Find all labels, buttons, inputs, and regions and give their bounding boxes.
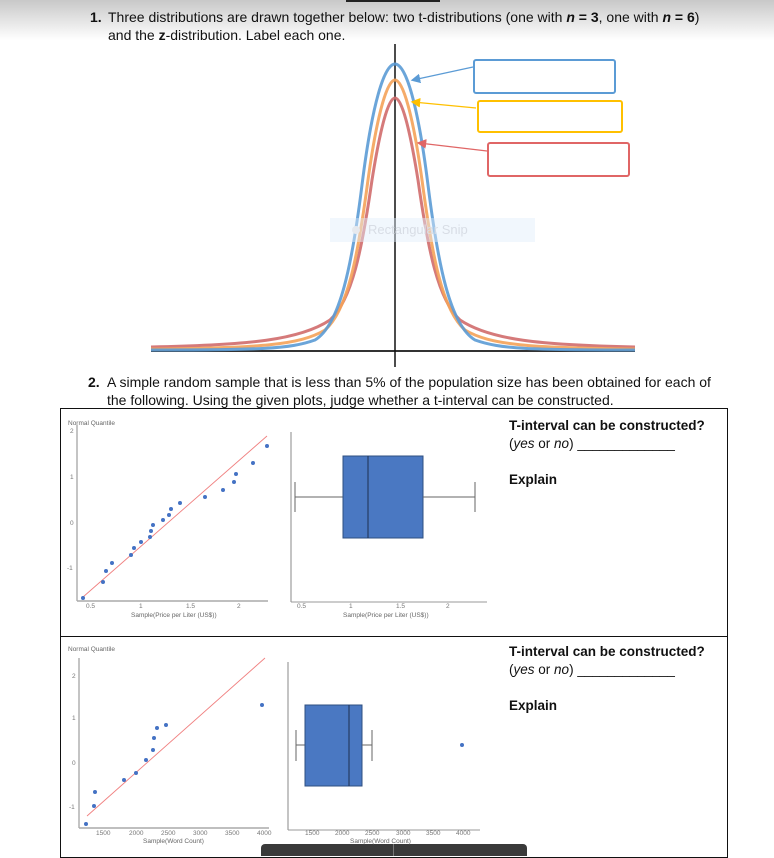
- qq-plot-2: [78, 657, 269, 829]
- box-plot-2: [287, 662, 480, 831]
- no-option: no: [554, 436, 570, 451]
- question-1-line1: Three distributions are drawn together b…: [108, 9, 567, 25]
- qq1-ytick: 0: [70, 520, 74, 527]
- qq2-ytick: 2: [72, 673, 76, 680]
- qq1-ytick: 2: [70, 428, 74, 435]
- question-2-line1: A simple random sample that is less than…: [107, 374, 711, 390]
- box2-xlabel: Sample(Word Count): [350, 838, 411, 845]
- question-1-number: 1.: [90, 9, 102, 25]
- z-symbol: z: [158, 27, 166, 43]
- paren-open: (: [509, 662, 514, 677]
- answer-blank[interactable]: _____________: [577, 436, 675, 451]
- box2-xtick: 3000: [396, 830, 411, 837]
- n-symbol: n: [566, 9, 575, 25]
- box-plot-1: [290, 432, 487, 603]
- yes-option: yes: [513, 662, 535, 677]
- question-1-line2-end: -distribution. Label each one.: [165, 27, 346, 43]
- row1-yes-no[interactable]: (yes or no) _____________: [509, 435, 724, 453]
- qq2-xtick: 4000: [257, 830, 272, 837]
- box1-xtick: 1: [349, 603, 353, 610]
- arrow-to-t3: [416, 139, 488, 152]
- row1-question: T-interval can be constructed?: [509, 418, 705, 433]
- or-text: or: [534, 662, 555, 677]
- question-1-mid: , one with: [598, 9, 663, 25]
- qq2-xlabel: Sample(Word Count): [143, 838, 204, 845]
- row1-explain-label: Explain: [509, 472, 558, 487]
- question-2-line2: the following. Using the given plots, ju…: [107, 392, 614, 408]
- snip-icon: [352, 226, 360, 234]
- t3-curve: [150, 96, 636, 349]
- row1-answer-area: T-interval can be constructed? (yes or n…: [509, 417, 724, 489]
- row2-question: T-interval can be constructed?: [509, 644, 705, 659]
- label-box-orange[interactable]: [477, 100, 623, 133]
- box2-xtick: 2500: [365, 830, 380, 837]
- window-top-shade: [0, 0, 774, 40]
- box2-xtick: 1500: [305, 830, 320, 837]
- qq2-xtick: 2500: [161, 830, 176, 837]
- or-text: or: [534, 436, 555, 451]
- box2-xtick: 4000: [456, 830, 471, 837]
- qq1-ylabel: Normal Quantile: [68, 420, 115, 427]
- qq1-xtick: 1.5: [186, 603, 196, 610]
- qq1-ytick: 1: [70, 474, 74, 481]
- box1-xlabel: Sample(Price per Liter (US$)): [343, 612, 429, 619]
- qq-plot-1: [76, 425, 269, 602]
- box1-xtick: 2: [446, 603, 450, 610]
- qq2-xtick: 3500: [225, 830, 240, 837]
- qq2-xtick: 1500: [96, 830, 111, 837]
- n-equals-6: = 6: [671, 9, 695, 25]
- row2-yes-no[interactable]: (yes or no) _____________: [509, 661, 724, 679]
- rectangular-snip-overlay: Rectangular Snip: [330, 218, 535, 242]
- question-2-number: 2.: [88, 374, 100, 390]
- question-1-paren: ): [694, 9, 700, 25]
- paren-open: (: [509, 436, 514, 451]
- paren-close: ): [569, 436, 574, 451]
- question-1-text: Three distributions are drawn together b…: [108, 8, 699, 44]
- no-option: no: [554, 662, 570, 677]
- toolbar-divider: [393, 844, 394, 856]
- n-equals-3: = 3: [574, 9, 599, 25]
- arrow-to-t6: [410, 97, 477, 109]
- table-row-divider: [60, 636, 728, 637]
- box2-xtick: 3500: [426, 830, 441, 837]
- qq2-xtick: 3000: [193, 830, 208, 837]
- paren-close: ): [569, 662, 574, 677]
- qq2-ytick: 0: [72, 760, 76, 767]
- distribution-chart: [150, 44, 636, 367]
- top-toolbar-tab: [346, 0, 440, 2]
- qq1-xtick: 0.5: [86, 603, 96, 610]
- answer-blank[interactable]: _____________: [577, 662, 675, 677]
- qq2-ylabel: Normal Quantile: [68, 646, 115, 653]
- qq1-xtick: 1: [139, 603, 143, 610]
- qq2-ytick: 1: [72, 715, 76, 722]
- yes-option: yes: [513, 436, 535, 451]
- row2-answer-area: T-interval can be constructed? (yes or n…: [509, 643, 724, 715]
- qq1-ytick: -1: [67, 565, 73, 572]
- snip-label: Rectangular Snip: [368, 222, 468, 237]
- n-symbol: n: [662, 9, 672, 25]
- box1-xtick: 0.5: [297, 603, 307, 610]
- qq2-xtick: 2000: [129, 830, 144, 837]
- box2-xtick: 2000: [335, 830, 350, 837]
- qq1-xtick: 2: [237, 603, 241, 610]
- arrow-to-z: [410, 66, 474, 84]
- snip-toolbar[interactable]: [261, 844, 527, 856]
- qq1-xlabel: Sample(Price per Liter (US$)): [131, 612, 217, 619]
- box1-xtick: 1.5: [396, 603, 406, 610]
- label-box-blue[interactable]: [473, 59, 616, 94]
- question-1-line2: and the: [108, 27, 159, 43]
- qq2-ytick: -1: [69, 804, 75, 811]
- row2-explain-label: Explain: [509, 698, 558, 713]
- z-curve: [150, 62, 636, 352]
- label-box-red[interactable]: [487, 142, 630, 177]
